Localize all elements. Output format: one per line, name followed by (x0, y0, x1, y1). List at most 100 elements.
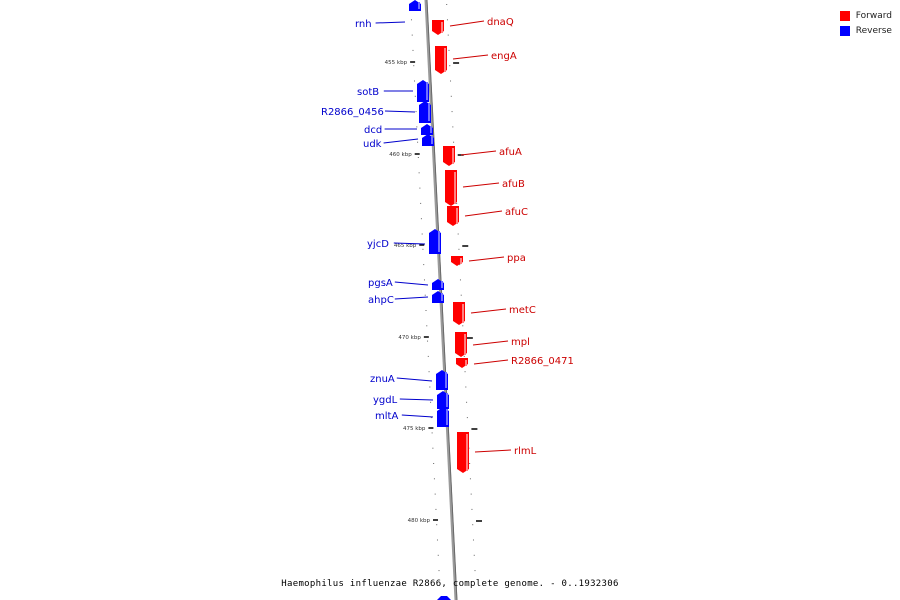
minor-tick (453, 141, 455, 143)
gene-label-afuC: afuC (505, 207, 528, 218)
minor-tick (436, 524, 438, 526)
minor-tick (411, 34, 413, 36)
minor-tick (415, 111, 417, 113)
gene-label-afuA: afuA (499, 147, 522, 158)
gene-label-R2866_0456: R2866_0456 (321, 107, 384, 118)
gene-label-ppa: ppa (507, 253, 526, 264)
minor-tick (452, 126, 454, 128)
gene-connector (460, 150, 497, 156)
minor-tick (463, 355, 465, 357)
gene-arrow-partial (437, 596, 451, 600)
minor-tick (447, 34, 449, 36)
gene-connector (393, 242, 426, 245)
gene-connector (462, 182, 500, 188)
minor-tick (465, 386, 467, 388)
minor-tick (412, 49, 414, 51)
minor-tick (435, 508, 437, 510)
minor-tick (474, 570, 476, 572)
minor-tick (426, 325, 428, 327)
minor-tick (417, 141, 419, 143)
map-caption: Haemophilus influenzae R2866, complete g… (281, 579, 619, 589)
gene-label-rnh: rnh (355, 19, 372, 30)
minor-tick (464, 371, 466, 373)
minor-tick (430, 417, 432, 419)
gene-connector (401, 414, 434, 418)
gene-label-engA: engA (491, 51, 517, 62)
gene-label-afuB: afuB (502, 179, 525, 190)
minor-tick (450, 80, 452, 82)
gene-connector (394, 296, 429, 300)
minor-tick (429, 386, 431, 388)
gene-label-dcd: dcd (364, 125, 382, 136)
minor-tick (427, 355, 429, 357)
minor-tick (466, 417, 468, 419)
minor-tick (427, 340, 429, 342)
gene-connector (452, 54, 489, 60)
minor-tick (433, 463, 435, 464)
minor-tick (430, 401, 432, 403)
minor-tick (438, 570, 440, 572)
gene-connector (470, 308, 507, 314)
gene-label-znuA: znuA (370, 374, 395, 385)
minor-tick (466, 401, 468, 403)
minor-tick (418, 172, 420, 174)
minor-tick (424, 294, 426, 296)
minor-tick (434, 493, 436, 495)
minor-tick (458, 248, 460, 250)
minor-tick (417, 157, 419, 158)
legend-forward: Forward (839, 8, 892, 23)
minor-tick (456, 202, 458, 204)
minor-tick (462, 325, 464, 327)
gene-label-sotB: sotB (357, 87, 379, 98)
tick-label: 465 kbp (394, 243, 417, 249)
gene-label-dnaQ: dnaQ (487, 17, 514, 28)
minor-tick (420, 218, 422, 220)
gene-connector (472, 340, 509, 346)
gene-connector (396, 377, 433, 382)
tick-label: 475 kbp (403, 426, 426, 432)
legend-forward-label: Forward (855, 10, 892, 21)
minor-tick (423, 264, 425, 266)
gene-label-ahpC: ahpC (368, 295, 394, 306)
minor-tick (459, 264, 461, 266)
minor-tick (432, 447, 434, 449)
minor-tick (433, 478, 435, 480)
tick-label: 455 kbp (385, 60, 408, 66)
minor-tick (422, 248, 424, 250)
minor-tick (428, 371, 430, 373)
minor-tick (416, 126, 418, 128)
minor-tick (420, 202, 422, 204)
minor-tick (472, 539, 474, 541)
gene-label-R2866_0471: R2866_0471 (511, 356, 574, 367)
legend: Forward Reverse (839, 8, 892, 38)
minor-tick (431, 432, 433, 434)
minor-tick (460, 294, 462, 296)
minor-tick (414, 80, 416, 82)
minor-tick (472, 524, 474, 526)
minor-tick (470, 493, 472, 495)
tick-label: 470 kbp (398, 335, 421, 341)
gene-label-udk: udk (363, 139, 382, 150)
minor-tick (471, 508, 473, 510)
gene-connector (449, 20, 485, 27)
gene-connector (394, 281, 429, 286)
gene-connector (474, 449, 512, 453)
minor-tick (413, 65, 415, 67)
gene-connector (464, 210, 503, 217)
minor-tick (451, 111, 453, 113)
gene-connector (383, 138, 419, 144)
minor-tick (459, 279, 461, 281)
minor-tick (450, 95, 452, 97)
minor-tick (423, 279, 425, 281)
minor-tick (414, 95, 416, 97)
tick-label: 480 kbp (408, 518, 431, 524)
minor-tick (446, 4, 448, 5)
legend-reverse: Reverse (839, 23, 892, 38)
gene-label-rlmL: rlmL (514, 446, 537, 457)
minor-tick (448, 49, 450, 51)
tick-label: 460 kbp (389, 152, 412, 158)
forward-swatch (839, 10, 850, 21)
minor-tick (436, 539, 438, 541)
minor-tick (425, 310, 427, 311)
